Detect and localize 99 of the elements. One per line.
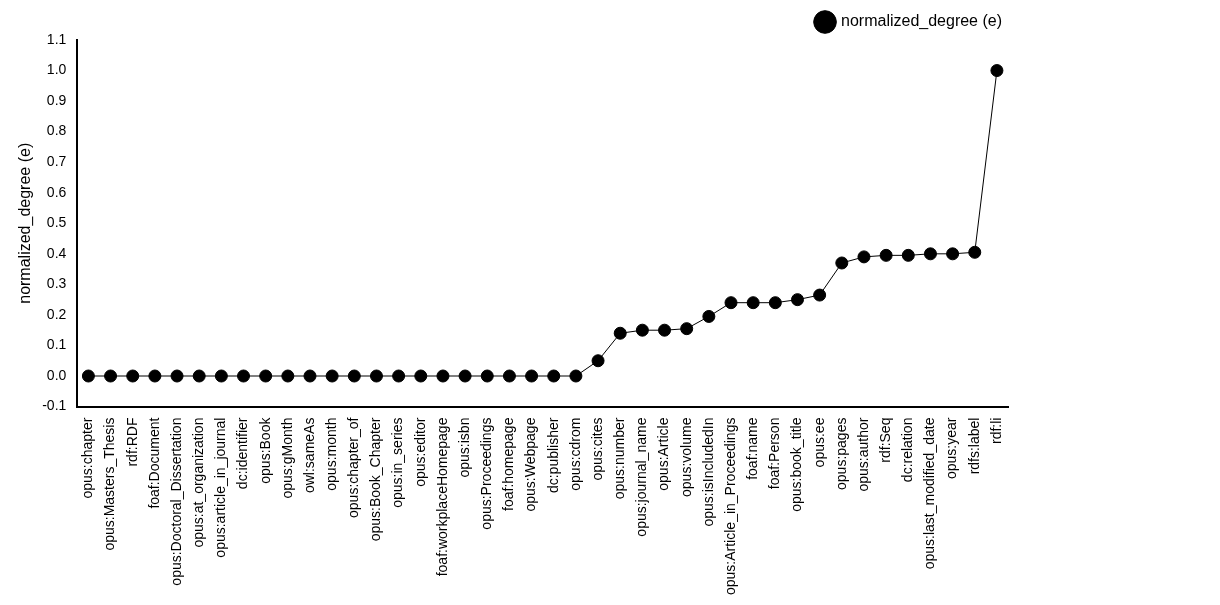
point bbox=[414, 369, 428, 383]
x-tick-label: foaf:Person bbox=[766, 417, 783, 490]
x-tick-label: opus:ee bbox=[810, 417, 827, 468]
point bbox=[901, 248, 915, 262]
x-tick-label: opus:last_modified_date bbox=[921, 417, 938, 570]
x-tick-label: opus:Book_Chapter bbox=[367, 417, 384, 542]
point bbox=[879, 248, 893, 262]
y-tick-label: 0.2 bbox=[46, 305, 67, 322]
x-tick-label: dc:relation bbox=[899, 417, 916, 483]
y-tick-label: 1.1 bbox=[46, 30, 67, 47]
point bbox=[392, 369, 406, 383]
y-tick-label: 0.4 bbox=[46, 244, 67, 261]
x-tick-label: opus:number bbox=[611, 417, 628, 500]
point bbox=[768, 296, 782, 310]
x-tick-label: rdf:Seq bbox=[876, 417, 893, 463]
point bbox=[835, 256, 849, 270]
point bbox=[480, 369, 494, 383]
x-tick-label: rdf:RDF bbox=[123, 417, 140, 467]
x-tick-label: opus:chapter_of bbox=[345, 417, 362, 518]
point bbox=[192, 369, 206, 383]
x-tick-label: opus:chapter bbox=[79, 417, 96, 499]
x-tick-label: opus:isIncludedIn bbox=[699, 417, 716, 527]
x-tick-label: dc:publisher bbox=[544, 417, 561, 494]
x-tick-label: foaf:name bbox=[744, 417, 761, 480]
x-tick-label: opus:author bbox=[854, 417, 871, 492]
x-tick-label: opus:book_title bbox=[788, 417, 805, 512]
point bbox=[281, 369, 295, 383]
point bbox=[658, 323, 672, 337]
point bbox=[591, 354, 605, 368]
y-tick-label: 0.8 bbox=[46, 122, 67, 139]
y-tick-label: 0.9 bbox=[46, 91, 67, 108]
x-tick-label: foaf:homepage bbox=[500, 417, 517, 511]
point bbox=[148, 369, 162, 383]
x-tick-label: opus:in_series bbox=[389, 417, 406, 508]
point bbox=[436, 369, 450, 383]
y-tick-label: 0.0 bbox=[46, 366, 67, 383]
point bbox=[613, 326, 627, 340]
point bbox=[170, 369, 184, 383]
x-tick-label: opus:gMonth bbox=[278, 417, 295, 499]
legend-label: normalized_degree (e) bbox=[841, 12, 1003, 31]
point bbox=[126, 369, 140, 383]
x-tick-label: opus:pages bbox=[832, 417, 849, 490]
point bbox=[104, 369, 118, 383]
point bbox=[790, 293, 804, 307]
y-tick-label: 0.5 bbox=[46, 214, 67, 231]
point bbox=[347, 369, 361, 383]
point bbox=[325, 369, 339, 383]
x-tick-label: opus:Article bbox=[655, 417, 672, 491]
x-tick-label: opus:cdrom bbox=[566, 417, 583, 491]
point bbox=[502, 369, 516, 383]
point bbox=[635, 323, 649, 337]
x-tick-label: opus:article_in_journal bbox=[212, 417, 229, 558]
point bbox=[547, 369, 561, 383]
point bbox=[702, 309, 716, 323]
point bbox=[968, 245, 982, 259]
point bbox=[813, 288, 827, 302]
y-tick-label: 0.1 bbox=[46, 336, 67, 353]
x-tick-label: owl:sameAs bbox=[300, 417, 317, 494]
y-tick-label: -0.1 bbox=[42, 397, 67, 414]
point bbox=[746, 296, 760, 310]
point bbox=[857, 250, 871, 264]
y-tick-label: 1.0 bbox=[46, 61, 67, 78]
x-tick-label: opus:Proceedings bbox=[478, 417, 495, 530]
x-tick-label: dc:identifier bbox=[234, 417, 251, 490]
x-tick-label: foaf:workplaceHomepage bbox=[433, 417, 450, 577]
y-tick-label: 0.6 bbox=[46, 183, 67, 200]
x-tick-label: opus:Masters_Thesis bbox=[101, 417, 118, 551]
x-tick-label: opus:cites bbox=[588, 417, 605, 481]
point bbox=[569, 369, 583, 383]
x-tick-label: opus:year bbox=[943, 417, 960, 480]
point bbox=[237, 369, 251, 383]
point bbox=[259, 369, 273, 383]
point bbox=[946, 247, 960, 261]
x-tick-label: opus:month bbox=[323, 417, 340, 491]
point bbox=[303, 369, 317, 383]
y-tick-label: 0.3 bbox=[46, 275, 67, 292]
point bbox=[458, 369, 472, 383]
x-tick-label: opus:Book bbox=[256, 416, 273, 484]
point bbox=[81, 369, 95, 383]
x-tick-label: rdf:li bbox=[987, 417, 1004, 445]
point bbox=[990, 64, 1004, 78]
x-tick-label: opus:Webpage bbox=[522, 417, 539, 512]
y-tick-label: 0.7 bbox=[46, 153, 67, 170]
x-tick-label: opus:Article_in_Proceedings bbox=[721, 417, 738, 596]
x-tick-label: opus:volume bbox=[677, 417, 694, 497]
point bbox=[923, 247, 937, 261]
x-tick-label: opus:journal_name bbox=[633, 417, 650, 537]
x-tick-label: opus:at_organization bbox=[190, 417, 207, 548]
x-tick-label: opus:isbn bbox=[455, 417, 472, 478]
point bbox=[680, 322, 694, 336]
y-axis-title: normalized_degree (e) bbox=[16, 142, 35, 304]
point bbox=[525, 369, 539, 383]
point bbox=[369, 369, 383, 383]
x-tick-label: rdfs:label bbox=[965, 417, 982, 475]
point bbox=[724, 296, 738, 310]
x-tick-label: foaf:Document bbox=[145, 417, 162, 509]
point bbox=[214, 369, 228, 383]
x-tick-label: opus:Doctoral_Dissertation bbox=[167, 417, 184, 586]
x-tick-label: opus:editor bbox=[411, 417, 428, 487]
